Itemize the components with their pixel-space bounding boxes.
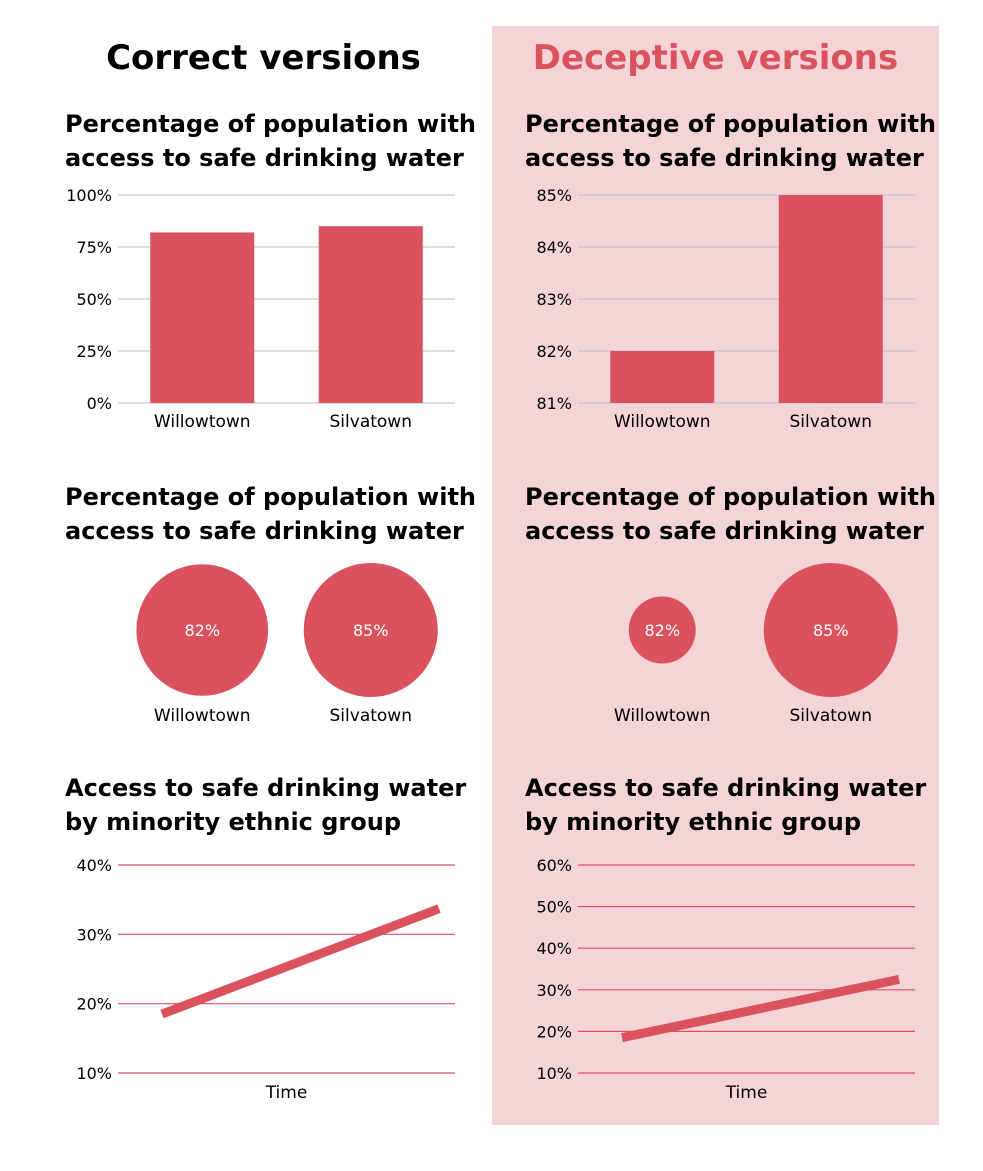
trend-line [621,974,900,1043]
bar-deceptive-title-line1: Percentage of population with [525,110,936,138]
deceptive-versions-heading: Deceptive versions [532,38,899,78]
y-tick-label: 83% [536,290,572,309]
y-tick-label: 40% [536,939,572,958]
y-tick-label: 10% [76,1064,112,1083]
x-category-label: Willowtown [614,412,711,432]
trend-line [160,904,441,1019]
bubble-silvatown [763,563,898,697]
bar-willowtown [150,232,255,403]
y-tick-label: 50% [76,290,112,309]
line-chart-deceptive: 10% 20% 30% 40% 50% 60% Time [536,856,915,1103]
bar-deceptive-title: Percentage of population with access to … [525,107,945,175]
y-tick-label: 20% [76,995,112,1014]
bar-willowtown [610,351,715,403]
x-category-label: Silvatown [790,706,872,726]
bar-correct-title: Percentage of population with access to … [65,107,485,175]
line-deceptive-title-line2: by minority ethnic group [525,808,862,836]
x-category-label: Silvatown [330,412,412,432]
y-tick-label: 100% [66,186,112,205]
line-chart-correct: 10% 20% 30% 40% Time [76,856,455,1103]
bar-chart-correct: 0% 25% 50% 75% 100% Willowtown Silvatown [66,186,455,432]
bubble-chart-deceptive: 82% Willowtown 85% Silvatown [614,563,898,726]
bar-deceptive-title-line2: access to safe drinking water [525,144,924,172]
line-deceptive-title-line1: Access to safe drinking water [525,774,927,802]
bubble-correct-title-line2: access to safe drinking water [65,517,464,545]
x-category-label: Willowtown [154,706,251,726]
y-tick-label: 85% [536,186,572,205]
bar-correct-title-line2: access to safe drinking water [65,144,464,172]
x-axis-label: Time [265,1083,308,1103]
y-tick-label: 75% [76,238,112,257]
y-tick-label: 25% [76,342,112,361]
bubble-silvatown [303,563,438,697]
line-correct-title-line2: by minority ethnic group [65,808,402,836]
x-category-label: Willowtown [154,412,251,432]
y-tick-label: 81% [536,394,572,413]
y-tick-label: 50% [536,898,572,917]
y-tick-label: 40% [76,856,112,875]
bubble-correct-title-line1: Percentage of population with [65,483,476,511]
line-correct-title: Access to safe drinking water by minorit… [65,771,485,839]
line-deceptive-title: Access to safe drinking water by minorit… [525,771,945,839]
bubble-deceptive-title: Percentage of population with access to … [525,480,945,548]
y-tick-label: 20% [536,1022,572,1041]
bubble-data-label: 82% [184,621,220,640]
bubble-willowtown [136,564,269,696]
x-category-label: Silvatown [790,412,872,432]
x-category-label: Willowtown [614,706,711,726]
bar-silvatown [318,226,423,403]
bubble-correct-title: Percentage of population with access to … [65,480,485,548]
bubble-deceptive-title-line1: Percentage of population with [525,483,936,511]
bubble-chart-correct: 82% Willowtown 85% Silvatown [136,563,438,726]
y-tick-label: 82% [536,342,572,361]
correct-versions-heading: Correct versions [106,38,421,78]
bubble-willowtown [628,596,696,664]
bar-chart-deceptive: 81% 82% 83% 84% 85% Willowtown Silvatown [536,186,915,432]
x-category-label: Silvatown [330,706,412,726]
y-tick-label: 30% [536,981,572,1000]
bubble-data-label: 82% [644,621,680,640]
bar-correct-title-line1: Percentage of population with [65,110,476,138]
x-axis-label: Time [725,1083,768,1103]
y-tick-label: 0% [87,394,112,413]
bubble-data-label: 85% [813,621,849,640]
bubble-deceptive-title-line2: access to safe drinking water [525,517,924,545]
y-tick-label: 60% [536,856,572,875]
y-tick-label: 30% [76,925,112,944]
line-correct-title-line1: Access to safe drinking water [65,774,467,802]
y-tick-label: 10% [536,1064,572,1083]
bar-silvatown [778,195,883,403]
y-tick-label: 84% [536,238,572,257]
bubble-data-label: 85% [353,621,389,640]
